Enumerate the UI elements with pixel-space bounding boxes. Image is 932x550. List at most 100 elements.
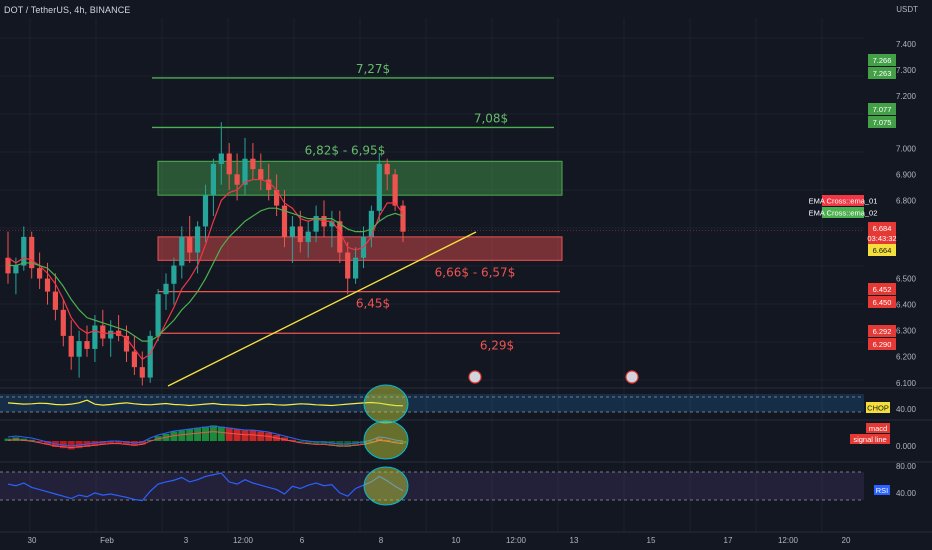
macd-line (7, 425, 404, 447)
trendline (167, 231, 477, 387)
highlight-circle (363, 384, 409, 424)
ema_01-line (7, 178, 404, 361)
macd-bar (20, 438, 28, 441)
indicator-tag-label: EMA Cross::ema_01 (809, 197, 878, 206)
price-tag (868, 103, 896, 115)
level-label-1: 7,27$ (356, 62, 390, 76)
macd-tag-label: macd (869, 424, 887, 433)
time-axis: 30 Feb 3 12:00 6 8 10 12:00 13 15 17 12:00 20 (0, 531, 932, 545)
rsi-tag (874, 485, 890, 495)
price-tag (868, 296, 896, 308)
candle-body (139, 367, 145, 378)
price-tag-label: 6.684 (873, 224, 892, 233)
level-label-3: 6,45$ (356, 297, 390, 311)
macd-bar (67, 441, 75, 450)
chop-band (0, 394, 864, 412)
macd-bar (296, 441, 304, 443)
macd-bar (383, 439, 391, 441)
candle-body (68, 335, 74, 357)
macd-bar (391, 441, 399, 443)
candle-body (384, 163, 390, 175)
y-tick-label: 6.400 (896, 301, 917, 310)
x-tick-label: 12:00 (506, 536, 527, 545)
macd-bar (304, 441, 312, 444)
candle-body (313, 216, 319, 232)
y-tick-label: 6.200 (896, 353, 917, 362)
macd-bar (375, 438, 383, 441)
price-tag-label: 7.263 (873, 69, 892, 78)
price-tag-label: 6.452 (873, 285, 892, 294)
flag-event-1 (468, 370, 482, 384)
price-tag-label: 6.450 (873, 298, 892, 307)
price-tag-label: 7.075 (873, 118, 892, 127)
candle-body (376, 163, 382, 211)
macd-bar (28, 439, 36, 441)
macd-bar (4, 438, 12, 441)
macd-bar (202, 426, 209, 441)
support-zone-label: 6,66$ - 6,57$ (435, 265, 516, 279)
chop-tag (866, 402, 890, 413)
signal-tag (850, 434, 890, 444)
macd-bar (367, 441, 375, 443)
price-tag-label: 6.664 (873, 246, 892, 255)
candle-body (21, 236, 27, 266)
candle-body (305, 231, 311, 243)
x-tick-label: 10 (452, 536, 461, 545)
y-tick-label: 7.200 (896, 92, 917, 101)
y-tick-label: 6.300 (896, 327, 917, 336)
candle-body (234, 174, 240, 185)
macd-tag (866, 423, 890, 433)
macd-bar (138, 441, 146, 445)
price-tag (868, 232, 896, 244)
macd-bar (194, 427, 202, 441)
flag-event-2 (625, 370, 639, 384)
macd-bar (225, 427, 233, 441)
grid (0, 18, 864, 532)
candle-body (226, 153, 232, 175)
y-tick-label: 6.100 (896, 379, 917, 388)
level-label-2: 7,08$ (474, 111, 508, 125)
chop-tag-label: CHOP (867, 404, 889, 413)
rsi-level-low: 40.00 (896, 489, 917, 498)
chart-title: DOT / TetherUS, 4h, BINANCE (4, 5, 131, 15)
rsi-tag-label: RSI (876, 486, 889, 495)
macd-bar (186, 429, 194, 441)
x-tick-label: 30 (28, 536, 37, 545)
x-tick-label: 17 (724, 536, 733, 545)
y-tick-label: 6.900 (896, 170, 917, 179)
macd-bar (217, 426, 225, 441)
price-tag-label: 7.077 (873, 105, 892, 114)
y-tick-label: 7.300 (896, 66, 917, 75)
x-tick-label: Feb (100, 536, 114, 545)
candle-body (123, 335, 130, 352)
candle-body (171, 265, 177, 284)
x-tick-label: 20 (842, 536, 851, 545)
candle-body (218, 153, 224, 164)
candle-body (92, 325, 98, 349)
candle-body (345, 252, 351, 279)
rsi-level-high: 80.00 (896, 462, 917, 471)
candle-body (258, 169, 264, 180)
ema_02-line (8, 207, 404, 342)
resistance-zone (157, 160, 563, 196)
candle-body (163, 283, 169, 295)
candle-body (100, 325, 106, 339)
candle-body (84, 341, 90, 349)
candle-body (368, 210, 374, 237)
macd-bar (399, 441, 407, 444)
macd-signal-line (7, 431, 404, 449)
level-label-4: 6,29$ (480, 338, 514, 352)
price-tag (868, 54, 896, 66)
candle-body (13, 265, 19, 274)
price-axis: USDT 7.400 7.300 7.200 7.000 6.900 6.800 6.500 6… (809, 5, 919, 388)
candle-body (250, 158, 256, 170)
chop-pane: CHOP 40.00 (0, 387, 932, 414)
resistance-zone-label: 6,82$ - 6,95$ (305, 143, 386, 157)
price-tag (868, 222, 896, 234)
price-tag (868, 67, 896, 79)
candle-body (289, 226, 295, 237)
candle-body (353, 257, 359, 279)
candle-body (202, 195, 209, 227)
macd-bar (146, 439, 154, 441)
